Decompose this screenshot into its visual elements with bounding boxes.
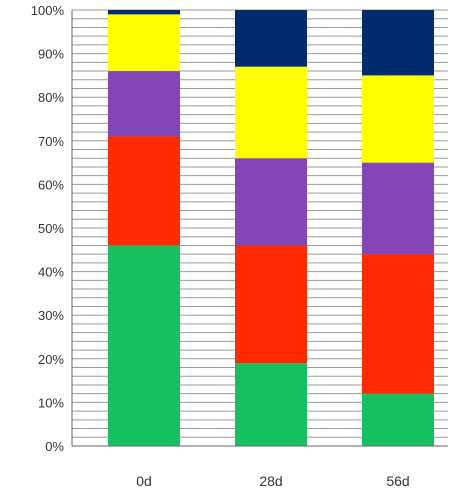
y-tick-label: 20% [38,352,64,367]
bar-segment-56d-series-4 [362,75,434,163]
bar-segment-56d-series-2 [362,254,434,394]
y-tick-label: 40% [38,265,64,280]
bar-segment-56d-series-5 [362,10,434,76]
y-tick-label: 90% [38,47,64,62]
bar-segment-56d-series-1 [362,393,434,446]
bar-segment-0d-series-1 [108,245,180,446]
x-category-label: 28d [259,473,282,489]
bar-segment-28d-series-4 [235,66,307,159]
y-tick-label: 10% [38,395,64,410]
x-axis-category-labels: 0d 28d 56d [136,473,409,489]
bar-segment-28d-series-1 [235,363,307,446]
x-category-label: 0d [136,473,152,489]
bar-segment-28d-series-5 [235,10,307,67]
y-axis-tick-labels: 0% 10% 20% 30% 40% 50% 60% 70% 80% 90% 100% [31,3,65,454]
bar-segment-0d-series-4 [108,14,180,72]
y-tick-label: 0% [45,439,64,454]
bar-segment-0d-series-2 [108,136,180,246]
bar-segment-56d-series-3 [362,162,434,255]
bar-segment-0d-series-5 [108,10,180,15]
bar-stacks [108,10,434,446]
bar-segment-0d-series-3 [108,71,180,137]
y-tick-label: 30% [38,308,64,323]
bar-segment-28d-series-2 [235,245,307,364]
x-category-label: 56d [386,473,409,489]
bar-segment-28d-series-3 [235,158,307,246]
y-tick-label: 100% [31,3,65,18]
y-tick-label: 80% [38,90,64,105]
axes [71,10,448,447]
y-tick-label: 70% [38,134,64,149]
y-tick-label: 60% [38,177,64,192]
y-tick-label: 50% [38,221,64,236]
